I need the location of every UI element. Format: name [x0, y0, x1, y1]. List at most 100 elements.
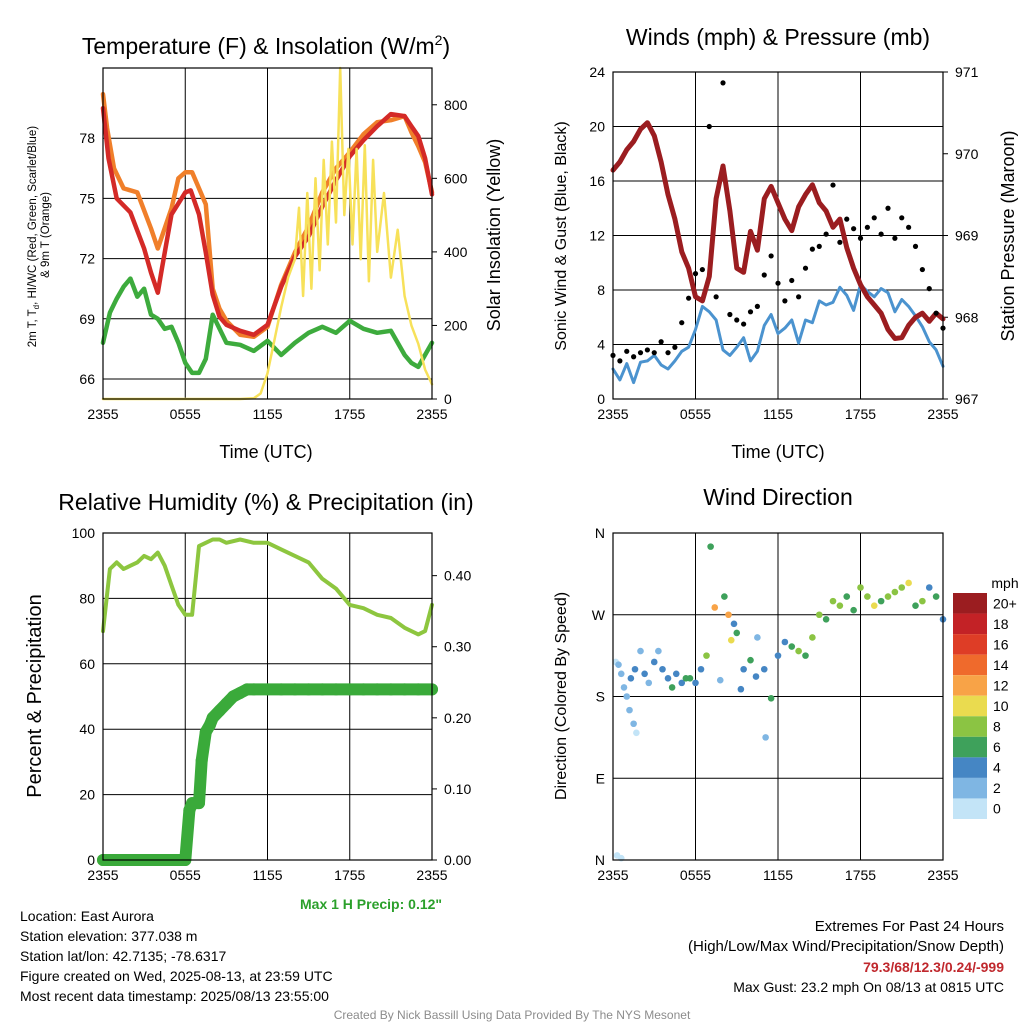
gust-point	[679, 320, 685, 326]
station-location: Location: East Aurora	[20, 908, 154, 924]
solar-y2-tick-label: 0	[444, 391, 452, 407]
humidity-x-tick-label: 1755	[334, 867, 365, 883]
solar-y2-tick-label: 800	[444, 97, 468, 113]
colorbar-tick-label: 10	[993, 698, 1009, 714]
temperature-y-tick-label: 66	[79, 371, 95, 387]
wind-direction-point	[678, 679, 686, 687]
temperature-y-tick-label: 69	[79, 311, 95, 327]
wind-direction-point	[925, 584, 933, 591]
gust-point	[768, 253, 774, 259]
gust-point	[775, 280, 781, 286]
wind-direction-y-tick-label: S	[596, 689, 605, 705]
gust-point	[871, 215, 877, 221]
wind-direction-point	[898, 584, 906, 591]
wind-direction-y-tick-label: E	[596, 770, 605, 786]
wind-direction-point	[730, 620, 738, 628]
wind-direction-x-tick-label: 1755	[845, 867, 876, 883]
wind-direction-point	[788, 643, 796, 650]
wind-direction-point	[703, 652, 710, 659]
wind-direction-point	[664, 675, 672, 682]
solar-y2-tick-label: 600	[444, 170, 468, 186]
gust-point	[706, 123, 712, 130]
gust-point	[754, 303, 760, 309]
winds-x-tick-label: 1755	[845, 406, 876, 422]
temperature-x-tick-label: 2355	[87, 406, 118, 422]
humidity-x-tick-label: 2355	[87, 867, 118, 883]
wind-direction-x-tick-label: 2355	[597, 867, 628, 883]
winds-y-tick-label: 16	[589, 173, 605, 189]
gust-point	[851, 226, 857, 232]
wind-direction-point	[822, 615, 830, 623]
gust-point	[658, 339, 664, 345]
colorbar-swatch	[953, 757, 987, 778]
colorbar-tick-label: 2	[993, 780, 1001, 796]
pressure-y2-axis-label: Station Pressure (Maroon)	[998, 130, 1018, 341]
wind-direction-plot-frame	[612, 532, 944, 861]
wind-direction-y-tick-label: N	[595, 525, 605, 541]
wind-direction-y-tick-label: N	[595, 852, 605, 868]
wind-direction-point	[919, 597, 926, 605]
pressure-line	[610, 120, 946, 341]
gust-point	[919, 266, 925, 273]
winds-chart-title: Winds (mph) & Pressure (mb)	[626, 24, 930, 50]
gust-point	[782, 298, 788, 304]
wind-direction-point	[707, 543, 714, 550]
wind-direction-panel: Wind Direction Direction (Colored By Spe…	[553, 484, 1019, 883]
dewpoint-line	[100, 276, 435, 376]
colorbar-swatch	[953, 613, 987, 635]
wind-direction-point	[747, 656, 754, 664]
gust-point	[878, 231, 884, 237]
colorbar-tick-label: 16	[993, 636, 1009, 652]
gust-point	[830, 182, 836, 188]
extremes-subtitle: (High/Low/Max Wind/Precipitation/Snow De…	[688, 938, 1004, 955]
colorbar-swatch	[953, 675, 987, 696]
wind-direction-point	[740, 665, 747, 673]
gust-point	[885, 205, 891, 211]
temperature-x-tick-label: 2355	[416, 406, 447, 422]
colorbar-swatch	[953, 777, 987, 799]
extremes-values: 79.3/68/12.3/0.24/-999	[863, 959, 1004, 975]
precip-y2-tick-label: 0.00	[444, 852, 471, 868]
station-latlon: Station lat/lon: 42.7135; -78.6317	[20, 948, 227, 964]
extremes-info: Extremes For Past 24 Hours (High/Low/Max…	[688, 917, 1004, 997]
winds-panel: Winds (mph) & Pressure (mb) Time (UTC) S…	[553, 24, 1018, 462]
wind-direction-y-tick-label: W	[592, 607, 606, 623]
gust-point	[809, 246, 815, 252]
recent-timestamp: Most recent data timestamp: 2025/08/13 2…	[20, 988, 329, 1004]
pressure-y2-tick-label: 969	[955, 228, 979, 244]
colorbar-tick-label: 12	[993, 677, 1009, 693]
colorbar-unit-label: mph	[991, 575, 1018, 591]
wind-direction-point	[641, 670, 648, 678]
wind-direction-point	[627, 675, 635, 682]
gust-point	[933, 310, 939, 316]
relative-humidity-line	[101, 537, 434, 637]
wind-direction-point	[626, 706, 633, 714]
winds-x-tick-label: 1155	[763, 406, 793, 422]
gust-point	[844, 216, 850, 222]
winds-plot-frame	[612, 71, 944, 400]
wind-direction-x-tick-label: 2355	[927, 867, 958, 883]
wind-direction-point	[767, 695, 775, 702]
wind-direction-point	[843, 593, 851, 600]
temperature-y-tick-label: 75	[79, 190, 95, 206]
wind-direction-point	[737, 685, 745, 693]
wind-direction-point	[617, 670, 625, 678]
gust-point	[796, 294, 802, 300]
wind-direction-point	[650, 658, 658, 666]
humidity-y-tick-label: 80	[79, 590, 95, 606]
wind-direction-point	[762, 734, 769, 741]
colorbar-tick-label: 6	[993, 739, 1001, 755]
wind-direction-point	[857, 584, 864, 591]
solar-y2-tick-label: 400	[444, 244, 468, 260]
wind-direction-point	[829, 597, 837, 605]
max-precip-label: Max 1 H Precip: 0.12"	[300, 896, 443, 912]
wind-direction-point	[672, 670, 680, 678]
colorbar-tick-label: 0	[993, 801, 1001, 817]
colorbar-swatch	[953, 798, 987, 819]
wind-direction-point	[850, 606, 857, 614]
wind-direction-point	[697, 665, 705, 673]
wind-direction-point	[655, 647, 662, 655]
wind-direction-point	[620, 684, 628, 691]
temperature-y-axis-label: 2m T, Td, HI/WC (Red, Green, Scarlet/Blu…	[27, 123, 52, 348]
figure-created: Figure created on Wed, 2025-08-13, at 23…	[20, 968, 333, 984]
